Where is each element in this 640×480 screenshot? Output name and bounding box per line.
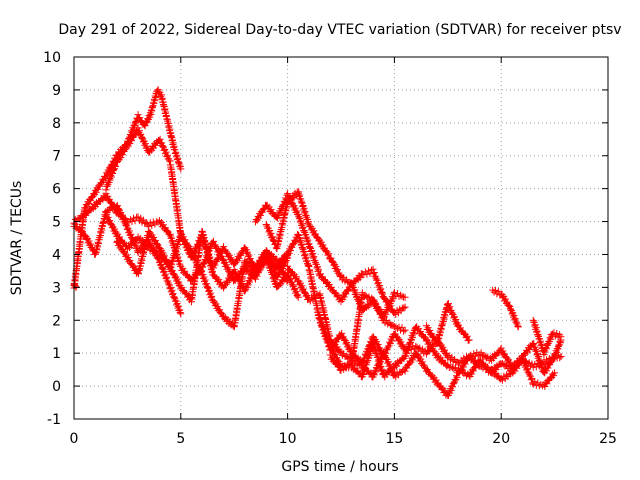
y-tick-label: 5 — [52, 215, 61, 231]
y-axis-label: SDTVAR / TECUs — [9, 181, 25, 296]
series-track-6 — [113, 227, 292, 306]
y-tick-label: 0 — [52, 379, 61, 395]
x-tick-label: 20 — [492, 431, 510, 447]
x-tick-label: 0 — [70, 431, 79, 447]
series-track-8 — [262, 188, 409, 318]
y-tick-label: 10 — [43, 50, 61, 66]
y-tick-label: 2 — [52, 313, 61, 329]
series-markers — [113, 227, 292, 306]
y-tick-label: 3 — [52, 280, 61, 296]
x-tick-label: 25 — [599, 431, 617, 447]
y-tick-label: -1 — [47, 412, 61, 428]
series-markers — [262, 188, 409, 318]
y-tick-label: 4 — [52, 247, 61, 263]
y-tick-label: 1 — [52, 346, 61, 362]
x-tick-label: 5 — [176, 431, 185, 447]
axis-ticks: 0 5 10 15 20 25 -1 0 1 2 3 4 5 6 7 8 9 10 — [43, 50, 617, 447]
chart-title: Day 291 of 2022, Sidereal Day-to-day VTE… — [58, 22, 621, 38]
x-tick-label: 15 — [385, 431, 403, 447]
series-track-14 — [489, 286, 522, 331]
series-markers — [316, 311, 565, 381]
plot-frame — [73, 56, 609, 420]
y-tick-label: 7 — [52, 149, 61, 165]
series-track-11 — [316, 311, 565, 381]
y-tick-label: 8 — [52, 116, 61, 132]
series-track-12 — [326, 288, 409, 374]
series-track-15 — [529, 316, 565, 359]
series-markers — [422, 300, 473, 348]
series-markers — [529, 316, 565, 359]
y-tick-label: 6 — [52, 182, 61, 198]
x-tick-label: 10 — [279, 431, 297, 447]
y-tick-label: 9 — [52, 83, 61, 99]
series-markers — [489, 286, 522, 331]
series-markers — [326, 288, 409, 374]
series-track-13 — [422, 300, 473, 348]
x-axis-label: GPS time / hours — [281, 459, 398, 475]
